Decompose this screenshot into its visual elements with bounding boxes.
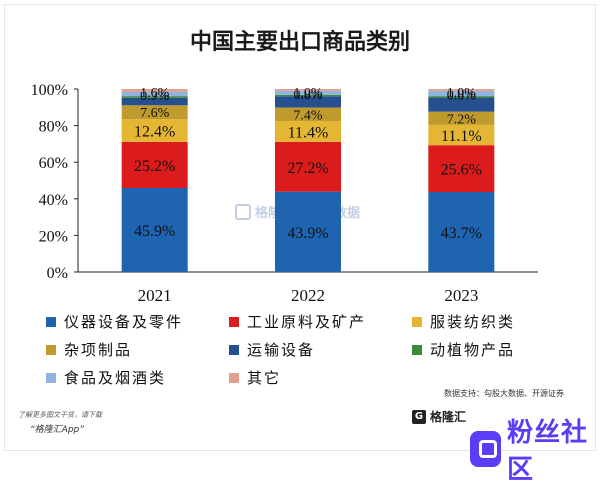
data-label: 1.6% — [140, 86, 170, 101]
bar-segment — [428, 96, 495, 98]
data-label: 12.4% — [134, 124, 175, 141]
y-tick-label: 80% — [39, 119, 68, 136]
brand: G 格隆汇 — [412, 408, 466, 425]
data-label: 43.9% — [287, 225, 328, 242]
bar-segment — [121, 105, 188, 120]
data-label: 0.7% — [140, 89, 170, 104]
legend-label: 服装纺织类 — [430, 313, 516, 331]
legend-label: 仪器设备及零件 — [64, 313, 184, 331]
corner-badge[interactable]: 粉丝社区 — [470, 412, 600, 486]
data-label: 25.2% — [134, 158, 175, 175]
data-label: 7.6% — [140, 106, 170, 121]
community-icon — [470, 431, 501, 467]
watermark: 格隆汇 数据 — [235, 202, 360, 221]
data-label: 27.2% — [287, 160, 328, 177]
brand-name: 格隆汇 — [430, 410, 467, 424]
brand-logo-icon: G — [412, 409, 426, 424]
legend-item: 运输设备 — [229, 339, 315, 360]
data-label: 0.8% — [293, 88, 323, 103]
bar-segment — [275, 96, 341, 108]
bar-segment — [121, 141, 188, 189]
corner-badge-text: 粉丝社区 — [507, 418, 589, 485]
data-label: 43.7% — [441, 225, 482, 242]
legend-swatch — [229, 372, 239, 383]
watermark-logo-icon — [235, 203, 251, 220]
watermark-text: 格隆汇 — [255, 206, 295, 221]
bar-segment — [275, 107, 341, 122]
bar-segment — [275, 121, 341, 142]
data-label: 45.9% — [134, 223, 175, 240]
legend-item: 工业原料及矿产 — [229, 311, 366, 332]
legend-label: 工业原料及矿产 — [247, 313, 367, 331]
x-tick-label: 2023 — [444, 286, 478, 305]
bar-segment — [428, 111, 495, 125]
bar-segment — [121, 119, 188, 142]
legend-item: 其它 — [229, 367, 281, 388]
bar-segment — [275, 89, 341, 91]
data-label: 0.8% — [447, 88, 477, 103]
y-tick-label: 100% — [31, 82, 68, 99]
legend-item: 仪器设备及零件 — [46, 311, 183, 332]
bar-segment — [275, 94, 341, 97]
x-tick-label: 2021 — [138, 286, 172, 305]
legend-swatch — [46, 344, 56, 355]
legend-swatch — [46, 316, 56, 327]
data-label: 25.6% — [441, 162, 482, 179]
data-label: 7.2% — [447, 112, 477, 127]
bar-segment — [428, 124, 495, 146]
data-label: 11.1% — [441, 128, 482, 145]
legend-item: 服装纺织类 — [412, 311, 515, 332]
legend-item: 杂项制品 — [46, 339, 132, 360]
bar-segment — [428, 90, 495, 97]
footer-app: “格隆汇App” — [30, 425, 84, 435]
legend-label: 食品及烟酒类 — [64, 369, 167, 387]
footer-note: 了解更多图文干货，请下载 — [18, 411, 102, 419]
legend-swatch — [412, 344, 422, 355]
data-label: 7.4% — [293, 108, 323, 123]
bar-segment — [121, 188, 188, 272]
bar-segment — [121, 96, 188, 98]
legend-item: 食品及烟酒类 — [46, 367, 166, 388]
legend-label: 其它 — [247, 369, 282, 387]
watermark-suffix: 数据 — [334, 206, 361, 221]
bar-segment — [121, 89, 188, 92]
bar-segment — [121, 91, 188, 97]
legend-swatch — [229, 344, 239, 355]
data-label: 1.0% — [447, 86, 477, 101]
data-label: 1.0% — [293, 86, 323, 101]
data-label: 11.4% — [288, 124, 329, 141]
bar-segment — [428, 145, 495, 193]
chart-title: 中国主要出口商品类别 — [189, 30, 410, 55]
legend-label: 杂项制品 — [64, 341, 133, 359]
bar-segment — [275, 90, 341, 95]
y-tick-label: 60% — [39, 155, 68, 172]
bar-segment — [275, 141, 341, 192]
x-tick-label: 2022 — [291, 286, 325, 305]
legend-swatch — [229, 316, 239, 327]
bar-segment — [428, 97, 495, 112]
bar-segment — [121, 97, 188, 106]
y-tick-label: 20% — [39, 228, 68, 245]
stacked-bar-chart: 0%20%40%60%80%100%45.9%25.2%12.4%7.6%0.9… — [31, 82, 538, 305]
legend-label: 运输设备 — [247, 341, 316, 359]
legend-swatch — [412, 316, 422, 327]
bar-segment — [275, 191, 341, 272]
legend-item: 动植物产品 — [412, 339, 515, 360]
legend-swatch — [46, 372, 56, 383]
data-source: 数据支持：勾股大数据、开源证券 — [444, 389, 564, 398]
y-tick-label: 0% — [47, 265, 68, 282]
legend-label: 动植物产品 — [430, 341, 516, 359]
bar-segment — [428, 192, 495, 272]
y-tick-label: 40% — [39, 192, 68, 209]
bar-segment — [428, 89, 495, 91]
